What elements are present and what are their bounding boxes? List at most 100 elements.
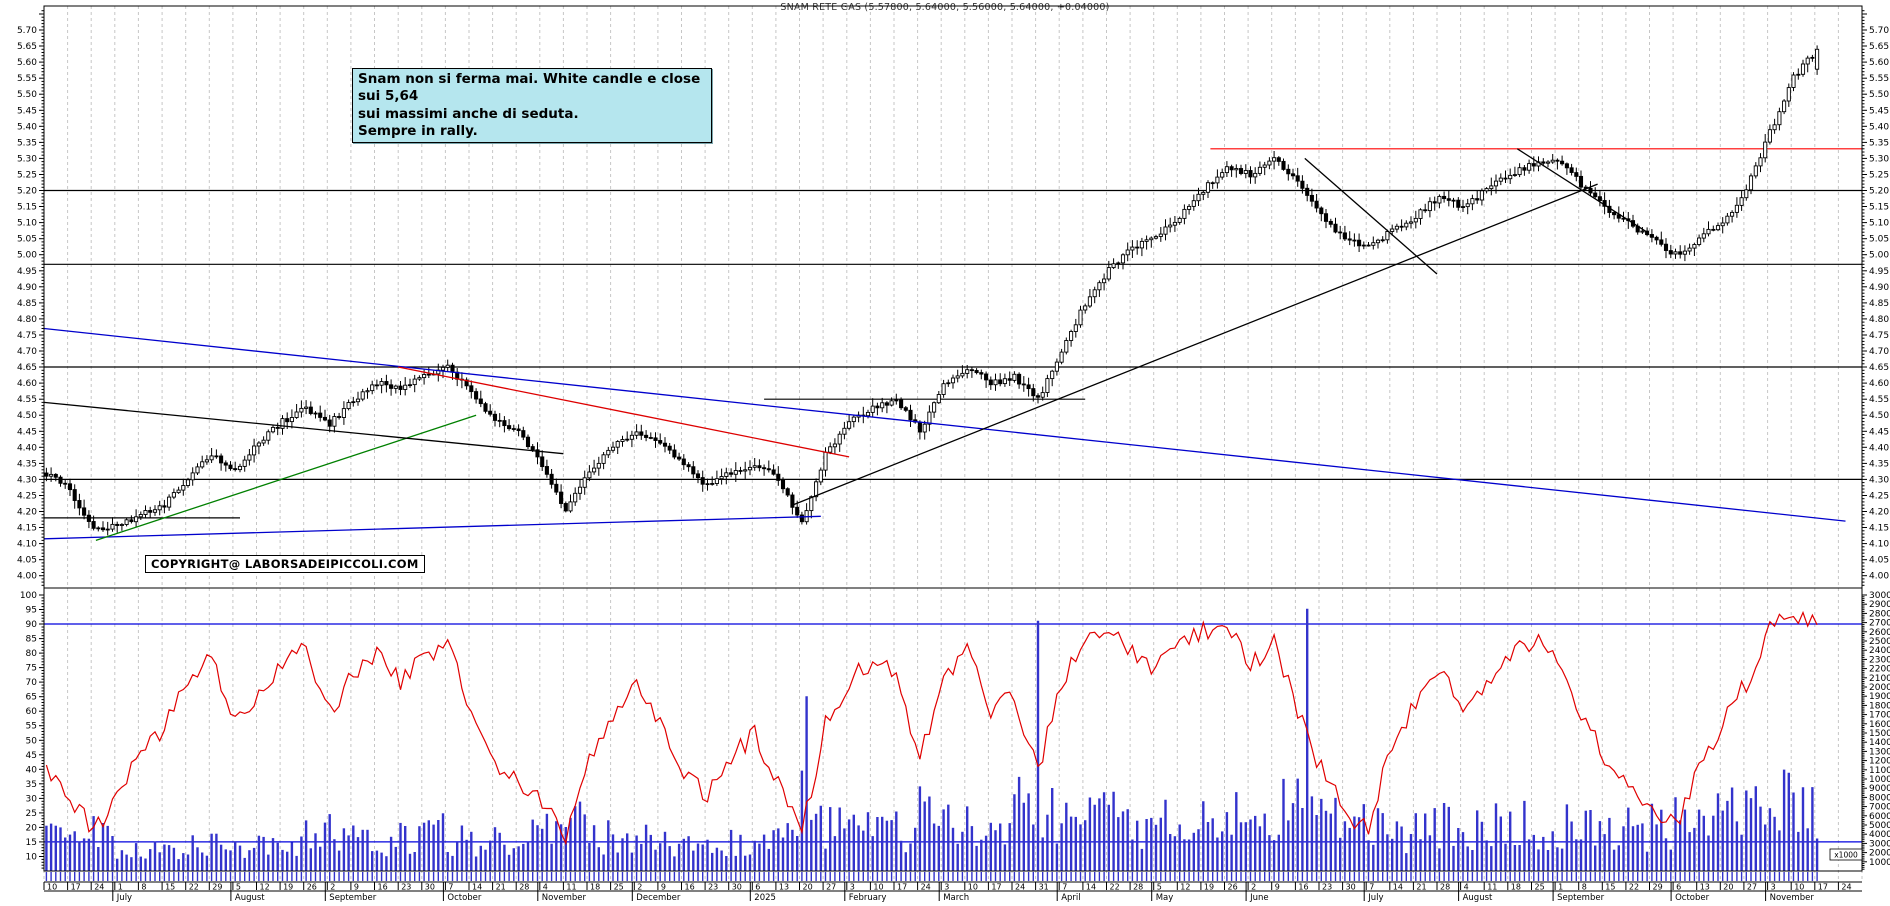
svg-text:17000: 17000 xyxy=(1869,711,1890,721)
svg-text:12000: 12000 xyxy=(1869,757,1890,767)
svg-text:25: 25 xyxy=(1535,883,1545,892)
svg-text:22: 22 xyxy=(1110,883,1120,892)
svg-text:5.00: 5.00 xyxy=(17,251,37,261)
svg-text:14: 14 xyxy=(1393,883,1403,892)
svg-text:4.35: 4.35 xyxy=(17,459,37,469)
svg-text:September: September xyxy=(329,893,376,902)
svg-text:22: 22 xyxy=(189,883,199,892)
svg-text:4.00: 4.00 xyxy=(1869,572,1889,582)
svg-text:5.65: 5.65 xyxy=(17,42,37,52)
svg-text:4.25: 4.25 xyxy=(1869,492,1889,502)
svg-text:5.30: 5.30 xyxy=(1869,154,1889,164)
svg-text:23: 23 xyxy=(1322,883,1332,892)
svg-text:2: 2 xyxy=(637,883,642,892)
svg-text:28: 28 xyxy=(519,883,529,892)
svg-text:19000: 19000 xyxy=(1869,692,1890,702)
svg-text:April: April xyxy=(1061,893,1080,902)
svg-text:75: 75 xyxy=(26,664,37,674)
svg-text:4.50: 4.50 xyxy=(1869,411,1889,421)
svg-text:1: 1 xyxy=(1558,883,1563,892)
svg-text:5.15: 5.15 xyxy=(1869,203,1889,213)
svg-text:30: 30 xyxy=(732,883,742,892)
svg-text:November: November xyxy=(542,893,587,902)
svg-text:14: 14 xyxy=(472,883,482,892)
svg-text:60: 60 xyxy=(26,707,38,717)
svg-text:25000: 25000 xyxy=(1869,637,1890,647)
svg-text:80: 80 xyxy=(26,649,38,659)
svg-text:4: 4 xyxy=(1464,883,1469,892)
svg-text:4.80: 4.80 xyxy=(1869,315,1889,325)
svg-text:23: 23 xyxy=(401,883,411,892)
svg-text:24: 24 xyxy=(94,883,104,892)
svg-text:4.05: 4.05 xyxy=(1869,556,1889,566)
svg-text:16: 16 xyxy=(378,883,388,892)
svg-text:5.10: 5.10 xyxy=(17,219,37,229)
svg-text:4000: 4000 xyxy=(1869,830,1890,840)
svg-text:20: 20 xyxy=(1723,883,1733,892)
svg-text:10000: 10000 xyxy=(1869,775,1890,785)
svg-text:4.10: 4.10 xyxy=(17,540,37,550)
svg-text:7000: 7000 xyxy=(1869,803,1890,813)
svg-text:22000: 22000 xyxy=(1869,665,1890,675)
svg-text:15: 15 xyxy=(165,883,175,892)
svg-text:24: 24 xyxy=(921,883,931,892)
svg-text:5.70: 5.70 xyxy=(17,26,37,36)
svg-text:August: August xyxy=(1463,893,1493,902)
svg-text:4: 4 xyxy=(543,883,548,892)
svg-text:5.55: 5.55 xyxy=(1869,74,1889,84)
svg-text:4.55: 4.55 xyxy=(1869,395,1889,405)
svg-text:4.30: 4.30 xyxy=(1869,475,1889,485)
svg-text:27: 27 xyxy=(826,883,836,892)
svg-text:September: September xyxy=(1557,893,1604,902)
svg-text:11: 11 xyxy=(1487,883,1497,892)
svg-text:May: May xyxy=(1156,893,1174,902)
svg-text:29000: 29000 xyxy=(1869,600,1890,610)
svg-text:4.15: 4.15 xyxy=(17,524,37,534)
svg-text:35: 35 xyxy=(26,780,37,790)
svg-text:24: 24 xyxy=(1015,883,1025,892)
svg-text:15000: 15000 xyxy=(1869,729,1890,739)
svg-text:27: 27 xyxy=(1747,883,1757,892)
svg-text:25: 25 xyxy=(614,883,624,892)
svg-text:4.60: 4.60 xyxy=(17,379,37,389)
svg-text:23000: 23000 xyxy=(1869,655,1890,665)
svg-text:9: 9 xyxy=(354,883,359,892)
svg-text:31: 31 xyxy=(1039,883,1049,892)
svg-text:4.60: 4.60 xyxy=(1869,379,1889,389)
svg-text:8000: 8000 xyxy=(1869,793,1890,803)
svg-text:1: 1 xyxy=(118,883,123,892)
svg-text:4.85: 4.85 xyxy=(17,299,37,309)
svg-text:30: 30 xyxy=(425,883,435,892)
svg-text:90: 90 xyxy=(26,620,38,630)
svg-text:14000: 14000 xyxy=(1869,738,1890,748)
svg-text:30: 30 xyxy=(1346,883,1356,892)
svg-text:5.10: 5.10 xyxy=(1869,219,1889,229)
svg-text:February: February xyxy=(849,893,887,902)
svg-text:17: 17 xyxy=(1818,883,1828,892)
svg-text:13000: 13000 xyxy=(1869,747,1890,757)
svg-text:2: 2 xyxy=(1251,883,1256,892)
svg-text:12: 12 xyxy=(1180,883,1190,892)
svg-text:July: July xyxy=(116,893,132,902)
svg-text:21: 21 xyxy=(496,883,506,892)
svg-text:18: 18 xyxy=(590,883,600,892)
svg-text:3: 3 xyxy=(1771,883,1776,892)
svg-text:2025: 2025 xyxy=(754,893,776,902)
svg-text:4.30: 4.30 xyxy=(17,475,37,485)
svg-text:6000: 6000 xyxy=(1869,812,1890,822)
svg-text:4.90: 4.90 xyxy=(17,283,37,293)
svg-text:August: August xyxy=(235,893,265,902)
svg-text:24: 24 xyxy=(1841,883,1851,892)
svg-text:5.60: 5.60 xyxy=(17,58,37,68)
svg-text:10: 10 xyxy=(26,853,38,863)
svg-text:65: 65 xyxy=(26,693,37,703)
svg-text:30: 30 xyxy=(26,794,38,804)
svg-text:9: 9 xyxy=(1275,883,1280,892)
svg-text:5.25: 5.25 xyxy=(1869,171,1889,181)
svg-text:21000: 21000 xyxy=(1869,674,1890,684)
svg-text:16: 16 xyxy=(1298,883,1308,892)
svg-text:18: 18 xyxy=(1511,883,1521,892)
svg-text:5.40: 5.40 xyxy=(1869,122,1889,132)
svg-text:16000: 16000 xyxy=(1869,720,1890,730)
